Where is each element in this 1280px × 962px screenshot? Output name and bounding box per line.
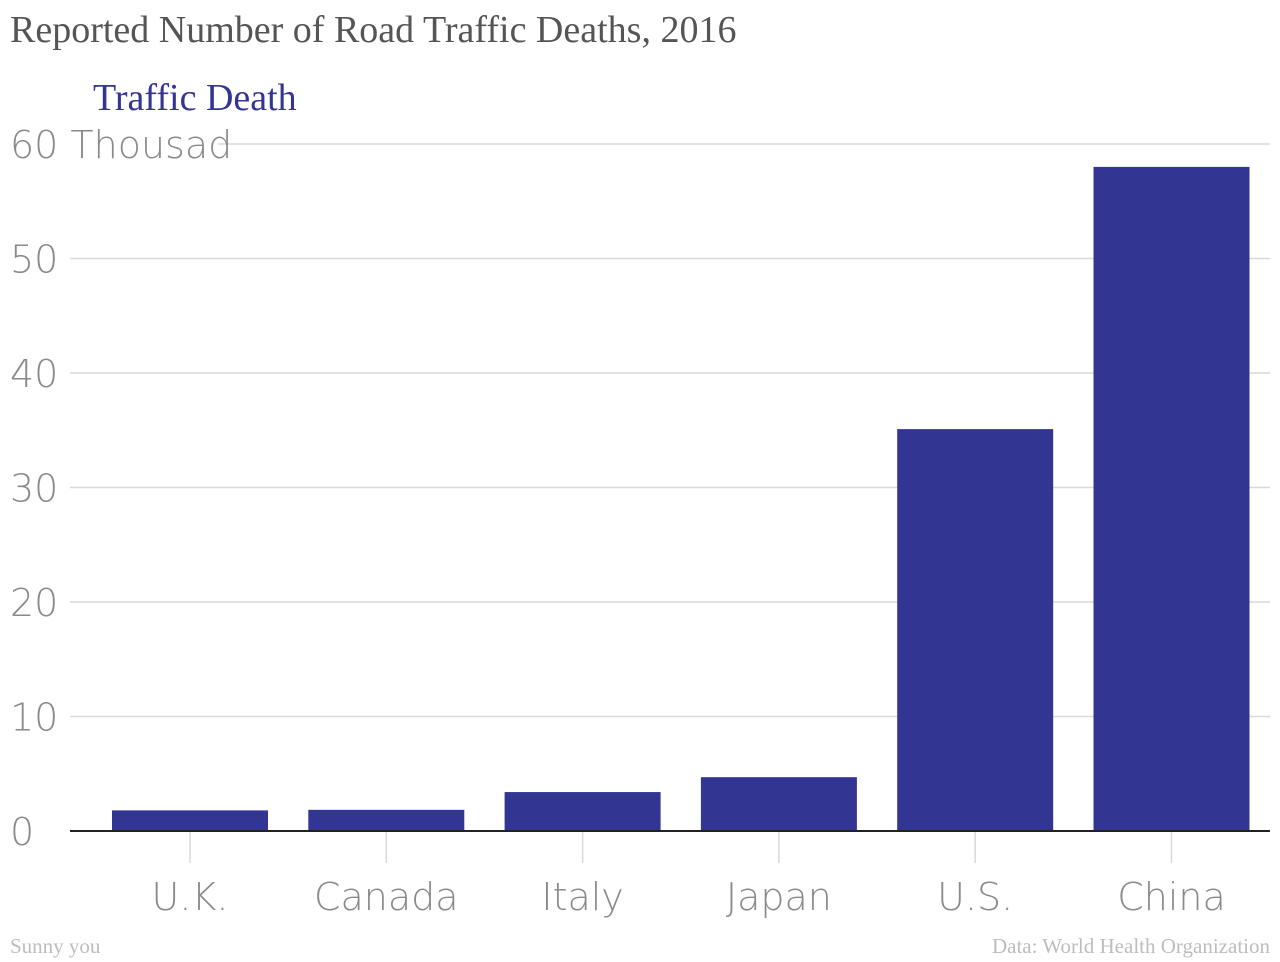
x-tick-label: Italy: [541, 875, 623, 919]
series-label: Traffic Death: [93, 77, 297, 119]
x-tick-label: U.K.: [152, 875, 229, 919]
bar-italy: [504, 792, 661, 831]
bar-japan: [700, 777, 857, 831]
y-tick-label: 50: [10, 238, 58, 282]
data-source: Data: World Health Organization: [991, 934, 1270, 958]
x-tick-label: U.S.: [937, 875, 1013, 919]
bar-uk: [112, 810, 268, 831]
bars: [112, 166, 1250, 831]
chart-title: Reported Number of Road Traffic Deaths, …: [10, 9, 737, 51]
author-credit: Sunny you: [10, 934, 101, 958]
y-tick-label: 30: [10, 467, 58, 511]
y-tick-label: 40: [10, 352, 58, 396]
x-tick-label: Canada: [314, 875, 459, 919]
y-tick-label: 20: [10, 581, 58, 625]
y-axis-ticks: 0 10 20 30 40 50 60 Thousad: [10, 123, 232, 854]
x-tick-label: Japan: [726, 875, 832, 919]
y-tick-label: 0: [10, 810, 34, 854]
y-tick-label: 10: [10, 696, 58, 740]
bar-us: [897, 429, 1054, 831]
bar-china: [1093, 166, 1250, 831]
x-axis-ticks: U.K. Canada Italy Japan U.S. China: [152, 832, 1226, 919]
bar-canada: [308, 809, 465, 831]
y-tick-label: 60 Thousad: [10, 123, 232, 167]
gridlines: [70, 143, 1270, 718]
x-tick-label: China: [1117, 875, 1226, 919]
